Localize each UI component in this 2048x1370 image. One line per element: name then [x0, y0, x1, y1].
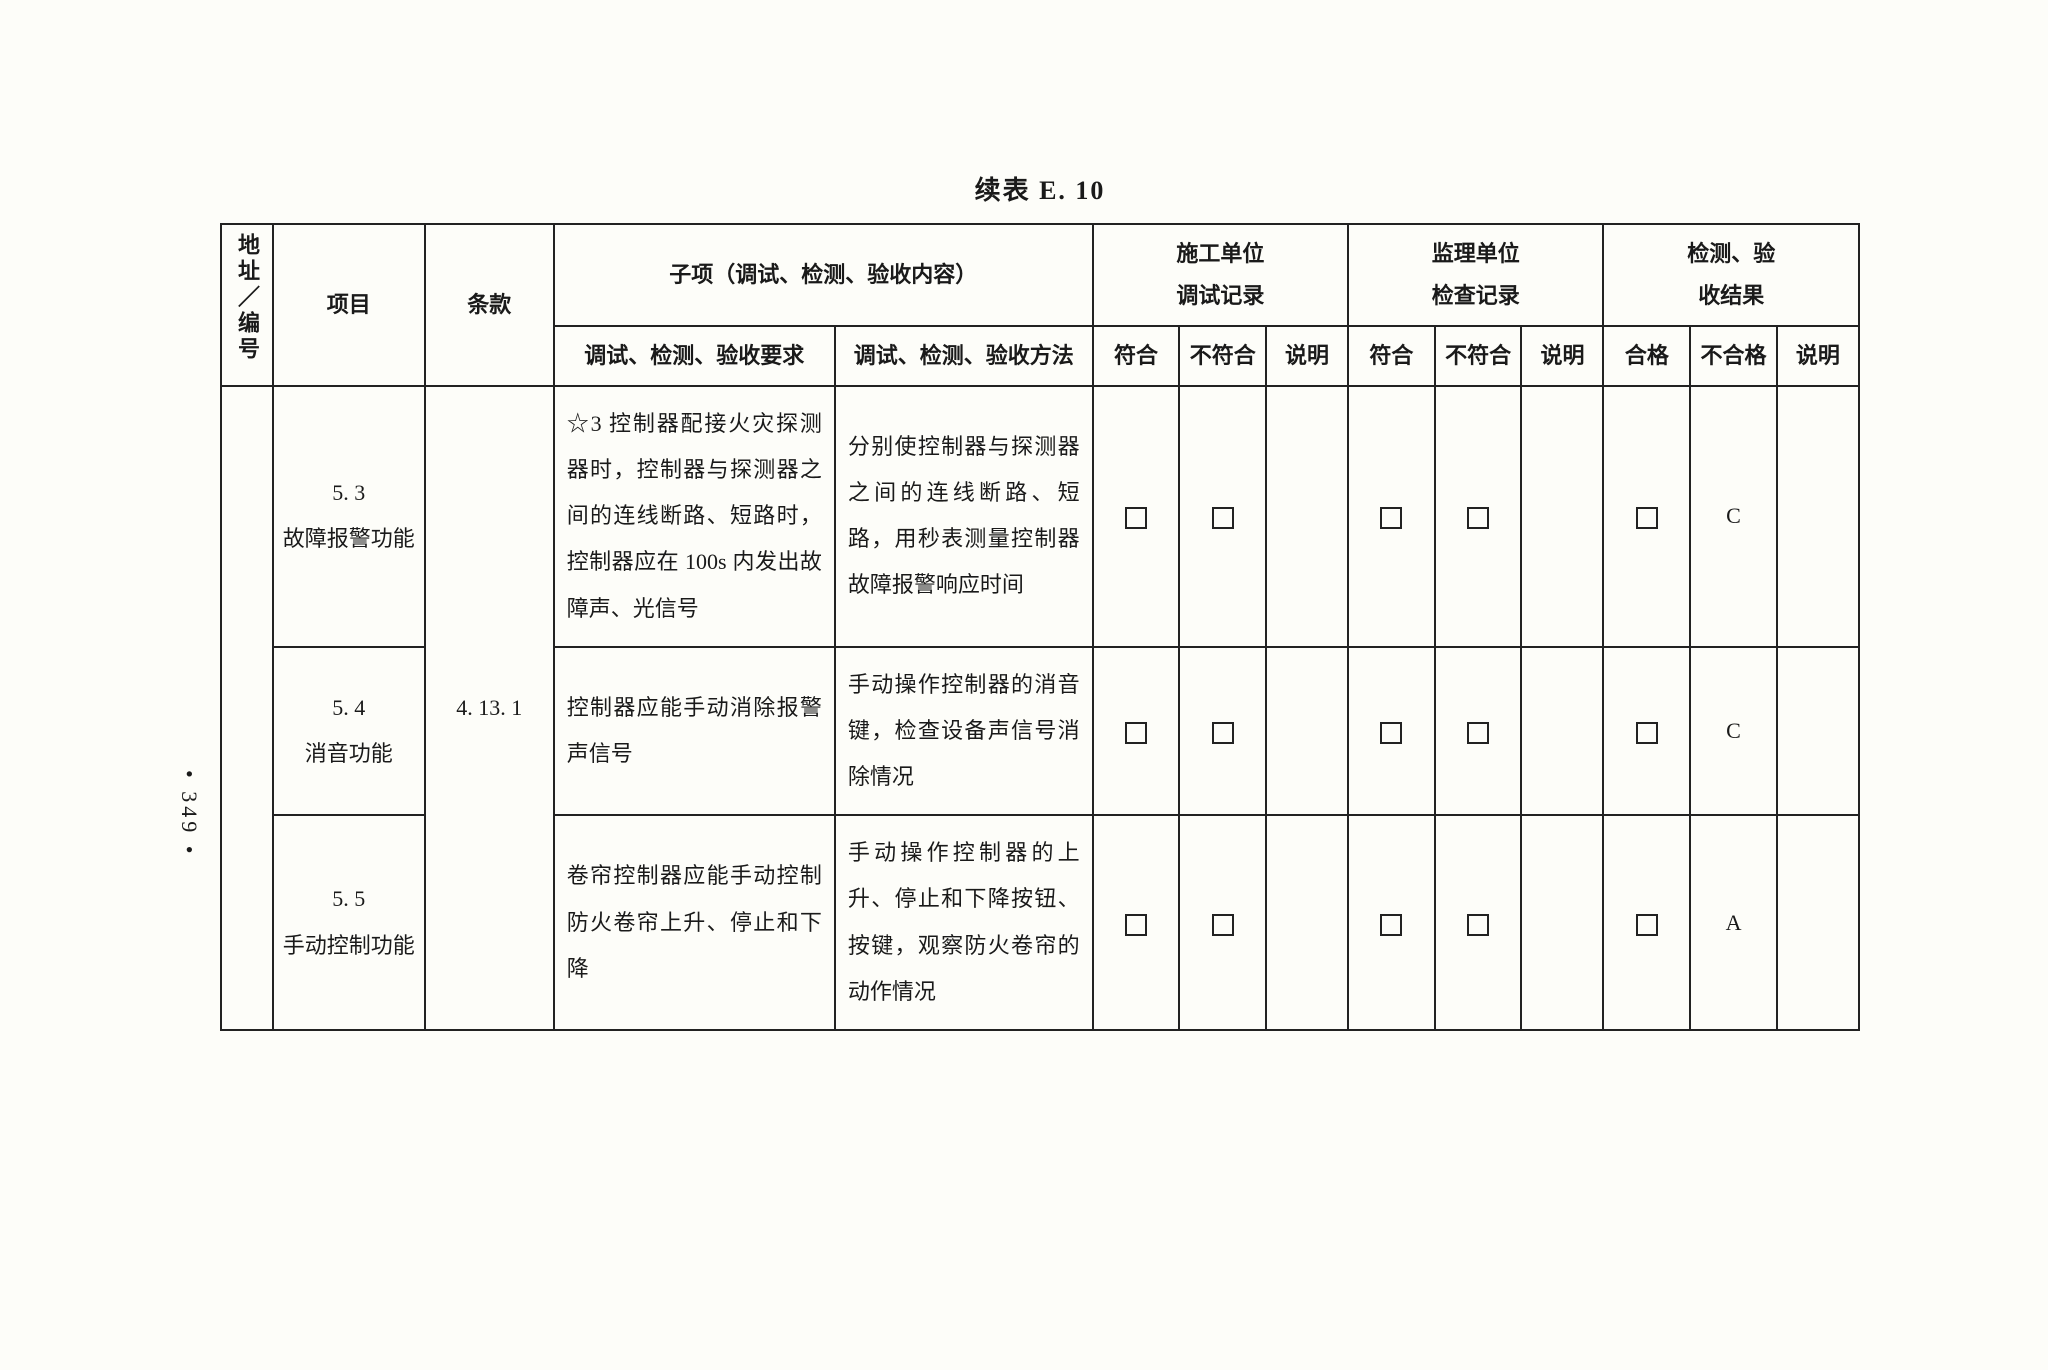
checkbox-cell — [1348, 647, 1435, 816]
checkbox-icon[interactable] — [1636, 507, 1658, 529]
header-method: 调试、检测、验收方法 — [835, 326, 1093, 386]
requirement-cell: 控制器应能手动消除报警声信号 — [554, 647, 835, 816]
table-title: 续表 E. 10 — [220, 170, 1860, 207]
checkbox-cell — [1179, 386, 1266, 647]
project-cell: 5. 4 消音功能 — [273, 647, 425, 816]
header-note-1: 说明 — [1266, 326, 1348, 386]
checkbox-cell — [1603, 386, 1690, 647]
checkbox-cell — [1435, 815, 1522, 1030]
header-construction: 施工单位调试记录 — [1093, 224, 1348, 326]
project-cell: 5. 5 手动控制功能 — [273, 815, 425, 1030]
note-cell — [1521, 647, 1603, 816]
header-nonconform-2: 不符合 — [1435, 326, 1522, 386]
checkbox-cell — [1179, 815, 1266, 1030]
method-cell: 手动操作控制器的上升、停止和下降按钮、按键，观察防火卷帘的动作情况 — [835, 815, 1093, 1030]
checkbox-cell — [1435, 386, 1522, 647]
header-subitem: 子项（调试、检测、验收内容） — [554, 224, 1093, 326]
requirement-cell: ☆3 控制器配接火灾探测器时，控制器与探测器之间的连线断路、短路时，控制器应在 … — [554, 386, 835, 647]
checkbox-icon[interactable] — [1467, 722, 1489, 744]
table-header: 地址／编号 项目 条款 子项（调试、检测、验收内容） 施工单位调试记录 监理单位… — [221, 224, 1859, 386]
checkbox-icon[interactable] — [1212, 914, 1234, 936]
table-body: 5. 3 故障报警功能 4. 13. 1 ☆3 控制器配接火灾探测器时，控制器与… — [221, 386, 1859, 1030]
checkbox-cell — [1603, 815, 1690, 1030]
header-project: 项目 — [273, 224, 425, 386]
header-inspection: 检测、验收结果 — [1603, 224, 1859, 326]
header-note-2: 说明 — [1521, 326, 1603, 386]
note-cell — [1521, 815, 1603, 1030]
clause-cell: 4. 13. 1 — [425, 386, 554, 1030]
checkbox-cell — [1093, 815, 1180, 1030]
header-note-3: 说明 — [1777, 326, 1859, 386]
header-nonconform-1: 不符合 — [1179, 326, 1266, 386]
method-cell: 分别使控制器与探测器之间的连线断路、短路，用秒表测量控制器故障报警响应时间 — [835, 386, 1093, 647]
checkbox-cell — [1179, 647, 1266, 816]
note-cell — [1777, 386, 1859, 647]
fail-grade-cell: A — [1690, 815, 1777, 1030]
table-row: 5. 3 故障报警功能 4. 13. 1 ☆3 控制器配接火灾探测器时，控制器与… — [221, 386, 1859, 647]
checkbox-icon[interactable] — [1380, 507, 1402, 529]
checkbox-icon[interactable] — [1212, 722, 1234, 744]
header-conform-1: 符合 — [1093, 326, 1180, 386]
page-container: 续表 E. 10 地址／编号 项目 条款 子项（调试、检测、验收内容） — [220, 170, 1860, 1031]
header-pass: 合格 — [1603, 326, 1690, 386]
checkbox-icon[interactable] — [1380, 722, 1402, 744]
checkbox-cell — [1603, 647, 1690, 816]
checkbox-icon[interactable] — [1125, 507, 1147, 529]
checkbox-icon[interactable] — [1636, 914, 1658, 936]
checkbox-icon[interactable] — [1380, 914, 1402, 936]
header-conform-2: 符合 — [1348, 326, 1435, 386]
checkbox-icon[interactable] — [1467, 914, 1489, 936]
checkbox-cell — [1435, 647, 1522, 816]
checkbox-icon[interactable] — [1212, 507, 1234, 529]
checkbox-icon[interactable] — [1125, 914, 1147, 936]
method-cell: 手动操作控制器的消音键，检查设备声信号消除情况 — [835, 647, 1093, 816]
note-cell — [1777, 815, 1859, 1030]
addr-cell — [221, 386, 273, 1030]
checkbox-cell — [1348, 815, 1435, 1030]
fail-grade-cell: C — [1690, 647, 1777, 816]
header-fail: 不合格 — [1690, 326, 1777, 386]
checkbox-icon[interactable] — [1125, 722, 1147, 744]
note-cell — [1266, 386, 1348, 647]
header-req: 调试、检测、验收要求 — [554, 326, 835, 386]
checkbox-cell — [1348, 386, 1435, 647]
header-clause: 条款 — [425, 224, 554, 386]
inspection-table: 地址／编号 项目 条款 子项（调试、检测、验收内容） 施工单位调试记录 监理单位… — [220, 223, 1860, 1031]
page-number: • 349 • — [176, 770, 202, 857]
checkbox-cell — [1093, 386, 1180, 647]
checkbox-cell — [1093, 647, 1180, 816]
note-cell — [1521, 386, 1603, 647]
note-cell — [1266, 815, 1348, 1030]
fail-grade-cell: C — [1690, 386, 1777, 647]
note-cell — [1777, 647, 1859, 816]
project-cell: 5. 3 故障报警功能 — [273, 386, 425, 647]
header-addr: 地址／编号 — [221, 224, 273, 386]
requirement-cell: 卷帘控制器应能手动控制防火卷帘上升、停止和下降 — [554, 815, 835, 1030]
header-supervision: 监理单位检查记录 — [1348, 224, 1603, 326]
note-cell — [1266, 647, 1348, 816]
checkbox-icon[interactable] — [1636, 722, 1658, 744]
checkbox-icon[interactable] — [1467, 507, 1489, 529]
